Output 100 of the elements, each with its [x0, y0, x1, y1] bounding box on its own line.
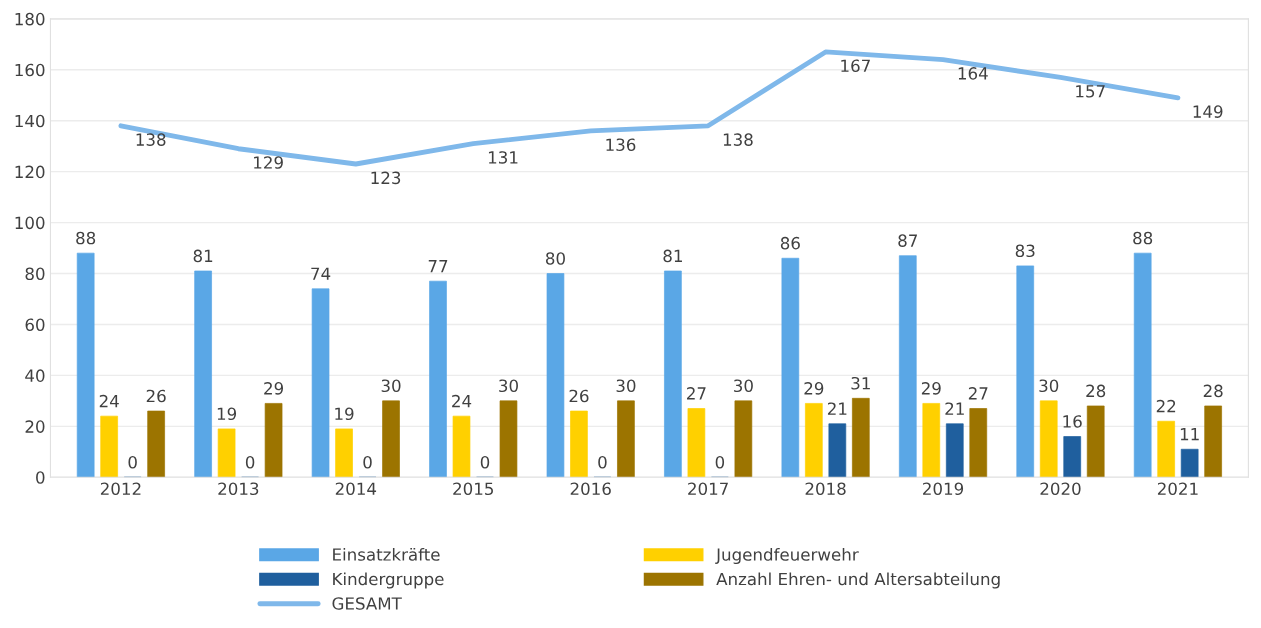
data-label: 88	[76, 231, 96, 245]
bar	[194, 270, 212, 478]
bar	[1086, 405, 1105, 478]
data-label: 30	[499, 379, 518, 393]
bar	[687, 408, 706, 478]
x-tick-label: 2015	[453, 482, 493, 496]
data-label: 31	[851, 376, 870, 390]
x-tick-label: 2021	[1157, 482, 1198, 496]
data-label: 87	[898, 234, 917, 247]
bar	[76, 252, 95, 478]
y-tick-label: 180	[15, 12, 45, 26]
data-label: 74	[311, 267, 331, 280]
bar	[546, 273, 565, 478]
bar	[499, 400, 518, 478]
data-label: 129	[254, 156, 283, 169]
data-label: 123	[371, 171, 401, 185]
bar	[945, 423, 964, 478]
data-label: 28	[1203, 384, 1223, 398]
data-label: 149	[1193, 105, 1223, 118]
x-tick-label: 2017	[688, 482, 728, 496]
data-label: 138	[723, 133, 753, 146]
data-label: 86	[780, 236, 800, 250]
bar	[1180, 448, 1199, 478]
bar	[781, 257, 800, 478]
data-label: 136	[606, 138, 636, 152]
data-label: 11	[1180, 428, 1199, 441]
y-tick-label: 160	[15, 63, 45, 77]
data-label: 30	[381, 379, 401, 393]
bar	[1157, 420, 1175, 478]
data-label: 0	[363, 455, 372, 469]
data-label: 0	[598, 455, 607, 469]
bar	[264, 403, 283, 478]
data-label: 22	[1156, 399, 1176, 413]
data-label: 27	[968, 387, 988, 400]
bar	[898, 255, 917, 478]
data-label: 19	[217, 407, 237, 421]
y-tick-label: 0	[36, 471, 45, 484]
bar	[828, 423, 847, 478]
bar	[452, 415, 471, 478]
line-series	[118, 49, 1181, 167]
y-tick-label: 100	[15, 216, 45, 230]
x-tick-label: 2014	[335, 482, 377, 496]
data-label: 138	[136, 133, 166, 146]
data-label: 29	[921, 382, 941, 395]
data-label: 0	[480, 455, 490, 469]
bar	[382, 400, 400, 478]
bar	[922, 403, 941, 478]
data-label: 77	[428, 260, 448, 273]
y-tick-label: 80	[25, 267, 45, 281]
data-label: 88	[1133, 231, 1153, 245]
data-label: 131	[488, 151, 518, 164]
bar	[147, 410, 165, 478]
bar	[852, 397, 870, 478]
data-label: 0	[128, 455, 137, 469]
x-tick-label: 2016	[570, 482, 611, 496]
data-label: 0	[715, 455, 725, 469]
bar	[335, 428, 353, 478]
data-label: 24	[99, 394, 119, 408]
data-label: 30	[616, 379, 636, 393]
bar	[1016, 265, 1035, 478]
bar	[100, 415, 118, 478]
legend-label: Kindergruppe	[333, 572, 444, 589]
data-label: 28	[1086, 384, 1106, 398]
data-label: 81	[663, 249, 682, 263]
data-label: 0	[245, 455, 255, 469]
bar	[1039, 400, 1058, 478]
data-label: 21	[945, 402, 964, 415]
data-label: 164	[958, 67, 988, 80]
data-label: 167	[841, 59, 870, 73]
y-tick-label: 40	[25, 369, 45, 382]
bar	[1204, 405, 1222, 478]
data-label: 30	[1039, 379, 1059, 393]
data-label: 80	[545, 252, 565, 265]
data-label: 83	[1015, 244, 1035, 258]
bar	[969, 408, 988, 478]
bar	[617, 400, 635, 478]
bar	[664, 270, 682, 478]
data-label: 30	[734, 379, 753, 393]
x-tick-label: 2013	[218, 482, 259, 496]
bar	[805, 403, 823, 478]
data-label: 24	[452, 394, 472, 408]
x-tick-label: 2018	[805, 482, 846, 496]
data-label: 21	[827, 402, 847, 415]
bar	[1063, 436, 1082, 478]
bar	[570, 410, 588, 478]
legend-label: Einsatzkräfte	[333, 547, 440, 561]
legend-label: GESAMT	[332, 597, 402, 610]
data-label: 27	[687, 387, 706, 400]
bar	[429, 280, 447, 478]
y-tick-label: 60	[25, 318, 45, 332]
data-label: 81	[193, 249, 213, 263]
bar	[734, 400, 753, 478]
x-tick-label: 2019	[923, 482, 964, 496]
legend-label: Anzahl Ehren- und Altersabteilung	[716, 572, 1000, 589]
y-tick-label: 20	[25, 420, 45, 433]
y-tick-label: 120	[15, 165, 45, 179]
legend-label: Jugendfeuerwehr	[715, 547, 859, 565]
data-label: 26	[569, 389, 589, 403]
x-tick-label: 2012	[100, 482, 141, 496]
data-label: 157	[1076, 85, 1105, 98]
